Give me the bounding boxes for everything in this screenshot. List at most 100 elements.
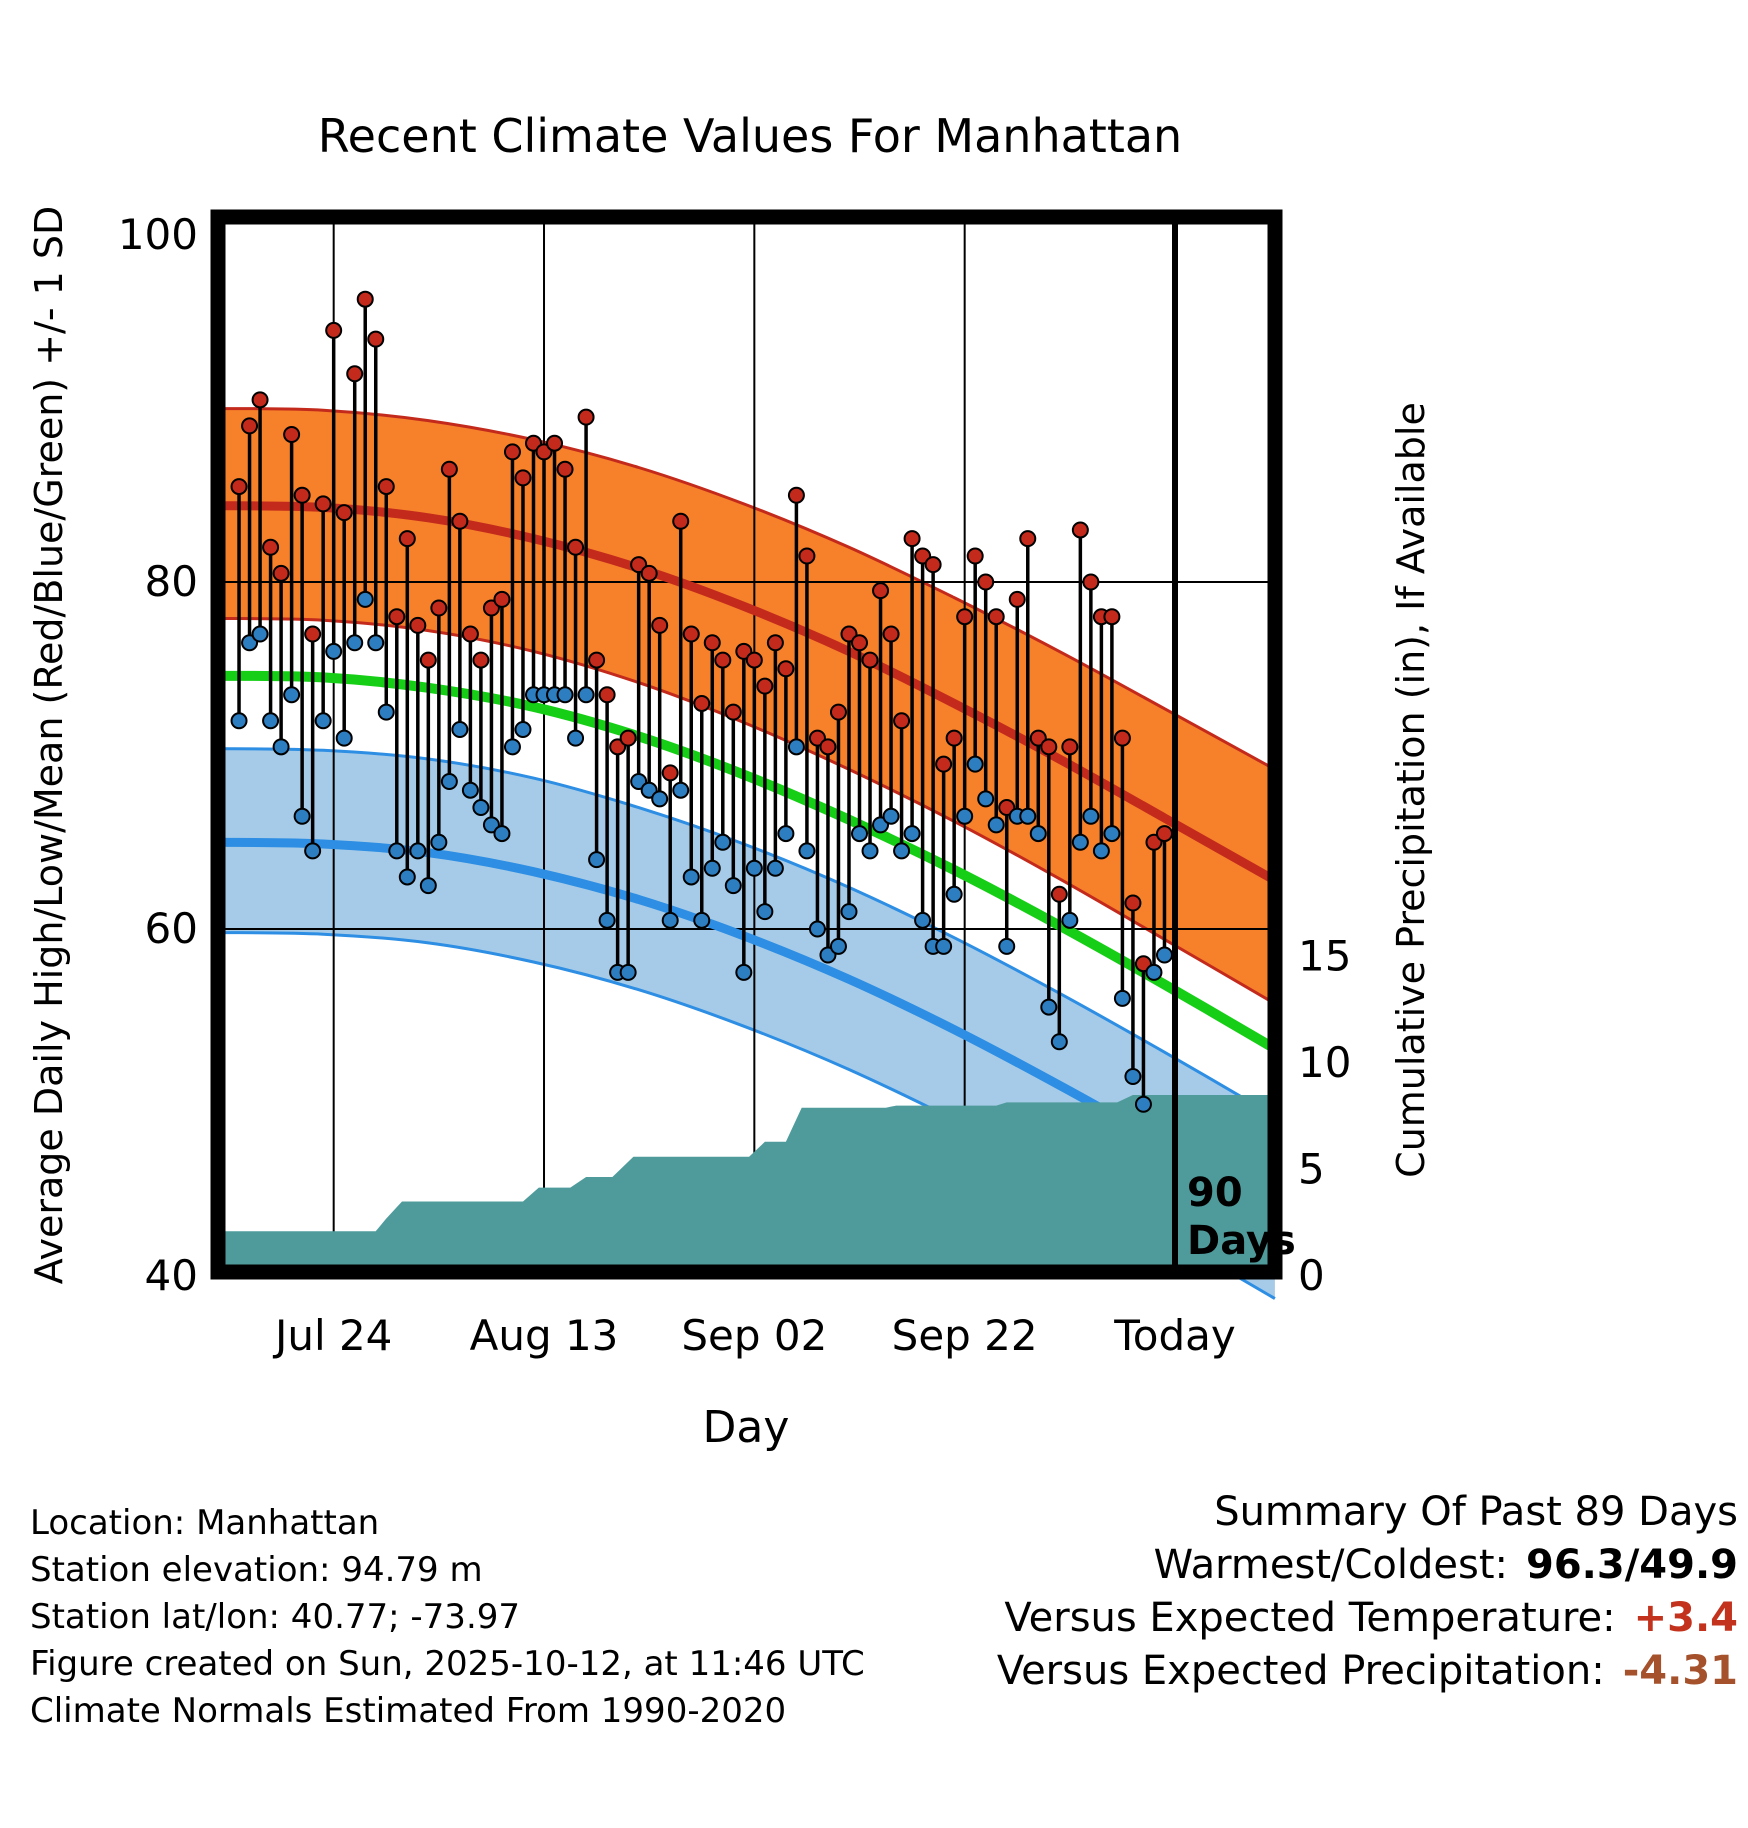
- daily-low-dot: [272, 738, 290, 756]
- daily-low-dot: [346, 634, 364, 652]
- daily-high-dot: [598, 686, 616, 704]
- daily-low-dot: [1071, 833, 1089, 851]
- daily-high-dot: [588, 651, 606, 669]
- daily-low-dot: [325, 642, 343, 660]
- daily-low-dot: [1092, 842, 1110, 860]
- daily-high-dot: [893, 712, 911, 730]
- daily-high-dot: [777, 660, 795, 678]
- x-tick: Today: [1113, 1311, 1235, 1360]
- figure-created-note: Figure created on Sun, 2025-10-12, at 11…: [30, 1644, 865, 1684]
- y-left-tick: 80: [145, 557, 198, 606]
- daily-high-dot: [640, 564, 658, 582]
- precip-area: [218, 1095, 1275, 1272]
- daily-high-dot: [1155, 825, 1173, 843]
- daily-high-dot: [1082, 573, 1100, 591]
- daily-low-dot: [724, 877, 742, 895]
- daily-low-dot: [1040, 998, 1058, 1016]
- daily-high-dot: [419, 651, 437, 669]
- daily-low-dot: [798, 842, 816, 860]
- daily-low-dot: [1019, 807, 1037, 825]
- daily-low-dot: [851, 825, 869, 843]
- daily-low-dot: [714, 833, 732, 851]
- daily-high-dot: [272, 564, 290, 582]
- daily-high-dot: [1040, 738, 1058, 756]
- daily-high-dot: [882, 625, 900, 643]
- warmest-coldest-value: 96.3/49.9: [1526, 1542, 1738, 1588]
- daily-high-dot: [1103, 608, 1121, 626]
- daily-low-dot: [651, 790, 669, 808]
- daily-high-dot: [1071, 521, 1089, 539]
- daily-high-dot: [861, 651, 879, 669]
- daily-high-dot: [903, 530, 921, 548]
- daily-low-dot: [251, 625, 269, 643]
- plot-border: [210, 209, 1283, 1280]
- daily-high-dot: [851, 634, 869, 652]
- daily-low-dot: [409, 842, 427, 860]
- daily-low-dot: [745, 859, 763, 877]
- daily-low-dot: [987, 816, 1005, 834]
- axis-tick-labels: 100 80 60 40 15 10 5 0 Jul 24 Aug 13 Sep 02 Sep 22 T…: [118, 210, 1352, 1360]
- summary-warmest-row: Warmest/Coldest: 96.3/49.9: [997, 1539, 1738, 1592]
- daily-high-dot: [367, 330, 385, 348]
- daily-low-dot: [367, 634, 385, 652]
- axis-titles: Average Daily High/Low/Mean (Red/Blue/Gr…: [27, 109, 1433, 1453]
- daily-high-dot: [409, 616, 427, 634]
- daily-low-dot: [588, 851, 606, 869]
- daily-low-dot: [693, 911, 711, 929]
- daily-low-dot: [461, 781, 479, 799]
- daily-low-dot: [787, 738, 805, 756]
- daily-low-dot: [451, 720, 469, 738]
- daily-low-dot: [598, 911, 616, 929]
- daily-low-dot: [777, 825, 795, 843]
- x-tick: Aug 13: [470, 1311, 619, 1360]
- daily-low-dot: [440, 773, 458, 791]
- daily-high-dot: [745, 651, 763, 669]
- daily-high-dot: [819, 738, 837, 756]
- daily-low-dot: [493, 825, 511, 843]
- daily-high-dot: [230, 478, 248, 496]
- daily-low-dot: [503, 738, 521, 756]
- daily-low-dot: [893, 842, 911, 860]
- daily-low-dot: [262, 712, 280, 730]
- daily-high-dot: [682, 625, 700, 643]
- station-latlon: Station lat/lon: 40.77; -73.97: [30, 1597, 521, 1637]
- daily-low-dot: [619, 963, 637, 981]
- high-mean-line: [217, 501, 1278, 885]
- summary-temp-row: Versus Expected Temperature: +3.4: [997, 1592, 1738, 1645]
- daily-high-dot: [335, 504, 353, 522]
- daily-high-dot: [945, 729, 963, 747]
- daily-high-dot: [577, 408, 595, 426]
- daily-high-dot: [672, 512, 690, 530]
- daily-high-dot: [546, 434, 564, 452]
- daily-high-dot: [1008, 590, 1026, 608]
- daily-high-dot: [1113, 729, 1131, 747]
- daily-high-dot: [987, 608, 1005, 626]
- daily-low-dot: [567, 729, 585, 747]
- daily-high-dot: [377, 478, 395, 496]
- daily-high-dot: [924, 556, 942, 574]
- daily-high-dot: [798, 547, 816, 565]
- daily-high-dot: [398, 530, 416, 548]
- daily-low-dot: [388, 842, 406, 860]
- daily-high-dot: [693, 694, 711, 712]
- x-axis-title: Day: [703, 1402, 790, 1453]
- daily-low-dot: [577, 686, 595, 704]
- temp-delta-value: +3.4: [1633, 1595, 1738, 1641]
- daily-high-dot: [262, 538, 280, 556]
- daily-low-dot: [556, 686, 574, 704]
- daily-high-dot: [872, 582, 890, 600]
- daily-low-dot: [703, 859, 721, 877]
- daily-high-dot: [567, 538, 585, 556]
- daily-low-dot: [882, 807, 900, 825]
- daily-low-dot: [861, 842, 879, 860]
- daily-high-dot: [304, 625, 322, 643]
- daily-high-dot: [756, 677, 774, 695]
- daily-high-dot: [977, 573, 995, 591]
- daily-low-dot: [672, 781, 690, 799]
- daily-high-dot: [314, 495, 332, 513]
- daily-low-dot: [1145, 963, 1163, 981]
- daily-high-dot: [714, 651, 732, 669]
- station-location: Location: Manhattan: [30, 1503, 380, 1543]
- daily-high-dot: [293, 486, 311, 504]
- daily-low-dot: [314, 712, 332, 730]
